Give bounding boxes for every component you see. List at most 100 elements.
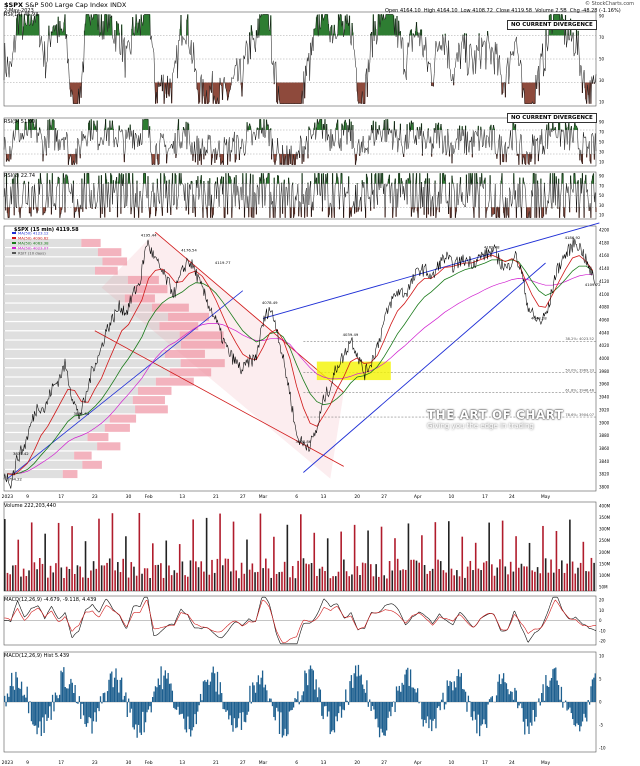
macd-histogram-bar	[311, 668, 313, 702]
volume-profile-up-bar	[169, 368, 212, 377]
volume-bar	[240, 562, 243, 591]
volume-bar	[472, 570, 474, 591]
volume-profile-up-bar	[180, 359, 225, 368]
macd-histogram-bar	[208, 684, 210, 702]
macd-histogram-bar	[268, 698, 271, 702]
macd-histogram-bar	[157, 678, 159, 702]
macd-histogram-bar	[276, 702, 278, 708]
volume-bar	[520, 563, 523, 591]
volume-bar	[84, 541, 87, 591]
volume-bar	[127, 577, 130, 591]
legend-swatch	[12, 252, 16, 254]
macd-histogram-bar	[363, 688, 365, 702]
fib-level-label: 38.2%: 4023.52	[565, 337, 594, 341]
macd-histogram-bar	[377, 702, 379, 728]
axis-tick-rsi2: 90	[599, 174, 605, 179]
macd-histogram-bar	[436, 702, 439, 708]
macd-histogram-bar	[20, 681, 23, 702]
macd-histogram-bar	[180, 702, 182, 715]
macd-histogram-bar	[553, 668, 556, 702]
macd-histogram-bar	[557, 685, 560, 702]
price-point-label: 4176.54	[181, 248, 197, 253]
macd-histogram-bar	[51, 694, 54, 702]
macd-histogram-bar	[415, 692, 417, 702]
macd-histogram-bar	[260, 677, 262, 702]
volume-bar	[189, 560, 192, 591]
macd-histogram-bar	[580, 702, 582, 727]
macd-histogram-bar	[433, 702, 436, 719]
volume-bar	[477, 568, 480, 591]
macd-histogram-bar	[58, 694, 61, 702]
macd-histogram-bar	[340, 702, 343, 718]
macd-histogram-bar	[42, 702, 44, 718]
volume-bar	[154, 565, 157, 591]
macd-histogram-bar	[560, 686, 563, 702]
macd-histogram-bar	[402, 684, 405, 702]
macd-histogram-bar	[548, 686, 550, 702]
macd-histogram-bar	[163, 675, 165, 702]
macd-histogram-bar	[319, 689, 322, 702]
macd-histogram-bar	[19, 688, 21, 702]
volume-profile-up-bar	[134, 285, 168, 294]
macd-histogram-bar	[232, 702, 234, 732]
macd-histogram-bar	[284, 702, 286, 729]
volume-bar	[571, 561, 574, 591]
fib-level-label: 78.6%: 3904.07	[565, 413, 594, 417]
volume-bar	[418, 562, 420, 591]
macd-histogram-bar	[85, 702, 88, 727]
macd-histogram-bar	[214, 673, 216, 702]
macd-histogram-bar	[298, 702, 300, 705]
macd-histogram-bar	[462, 688, 464, 702]
macd-histogram-bar	[542, 684, 544, 702]
macd-histogram-bar	[466, 702, 468, 712]
macd-histogram-bar	[118, 692, 120, 702]
volume-bar	[448, 521, 450, 591]
macd-histogram-bar	[205, 681, 207, 702]
volume-bar	[265, 558, 267, 591]
macd-histogram-bar	[47, 702, 49, 718]
x-tick-label-bottom: 6	[295, 760, 298, 766]
macd-histogram-bar	[421, 702, 423, 720]
axis-tick-volume: 350M	[599, 515, 611, 520]
x-tick-label: 23	[92, 494, 98, 500]
macd-histogram-bar	[195, 702, 197, 725]
volume-profile-bar	[4, 248, 98, 257]
macd-histogram-bar	[535, 702, 537, 717]
volume-bar	[82, 577, 84, 591]
volume-bar	[480, 570, 482, 591]
price-point-label: 3808.86	[296, 439, 312, 444]
macd-histogram-bar	[445, 702, 447, 705]
macd-histogram-bar	[481, 702, 484, 725]
macd-histogram-bar	[18, 687, 20, 702]
macd-histogram-bar	[545, 675, 547, 702]
volume-bar	[186, 576, 189, 591]
volume-bar	[138, 512, 141, 591]
macd-histogram-bar	[91, 702, 93, 734]
volume-bar	[259, 513, 262, 591]
volume-profile-up-bar	[97, 248, 122, 257]
axis-tick-rsi14: 10	[599, 100, 605, 105]
fib-level-label: 61.8%: 3946.46	[565, 388, 594, 392]
macd-histogram-bar	[405, 669, 408, 702]
axis-tick-price: 4160	[599, 253, 610, 258]
macd-histogram-bar	[5, 702, 7, 707]
volume-profile-up-bar	[159, 322, 199, 331]
x-tick-label-bottom: 13	[321, 760, 327, 766]
x-tick-label-bottom: 30	[126, 760, 132, 766]
volume-bar	[4, 519, 6, 591]
macd-histogram-bar	[68, 684, 71, 702]
macd-histogram-bar	[380, 702, 382, 729]
price-point-label: 4048.28	[531, 316, 547, 321]
volume-bar	[552, 572, 555, 591]
volume-bar	[313, 532, 316, 591]
macd-histogram-bar	[543, 700, 546, 702]
macd-histogram-bar	[97, 702, 99, 709]
volume-bar	[246, 539, 248, 591]
macd-histogram-bar	[133, 702, 135, 730]
macd-histogram-bar	[295, 699, 298, 702]
macd-histogram-bar	[150, 702, 152, 713]
volume-bar	[367, 530, 369, 591]
macd-histogram-bar	[111, 671, 113, 702]
macd-histogram-bar	[92, 702, 95, 722]
macd-histogram-bar	[177, 702, 179, 707]
